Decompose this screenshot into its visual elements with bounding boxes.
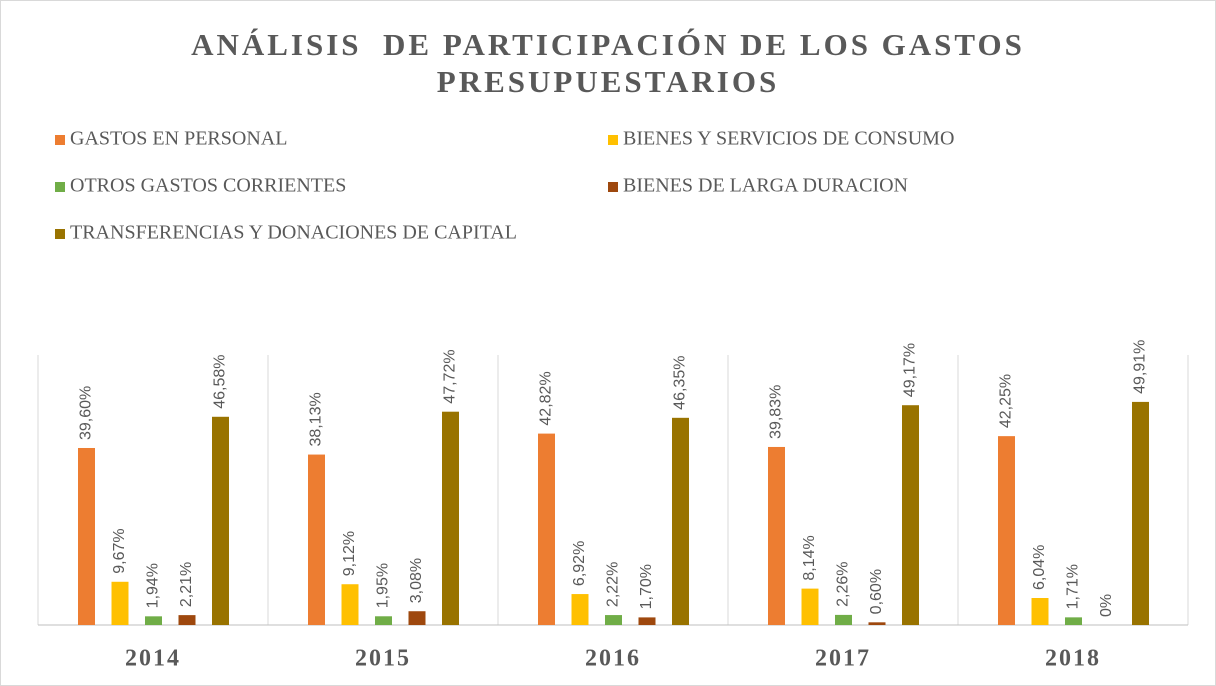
legend-swatch bbox=[55, 182, 65, 192]
bar bbox=[902, 405, 919, 625]
legend-label: BIENES Y SERVICIOS DE CONSUMO bbox=[623, 128, 954, 150]
bar bbox=[341, 584, 359, 625]
x-tick-label: 2014 bbox=[125, 646, 181, 672]
bar bbox=[178, 615, 196, 625]
value-label: 2,22% bbox=[605, 562, 622, 607]
value-label: 39,83% bbox=[768, 385, 785, 439]
bar bbox=[768, 446, 785, 625]
value-label: 47,72% bbox=[442, 349, 459, 403]
value-label: 49,91% bbox=[1132, 340, 1149, 394]
bar bbox=[308, 454, 325, 625]
bar bbox=[408, 611, 426, 625]
value-label: 2,26% bbox=[835, 562, 852, 607]
bar bbox=[998, 436, 1015, 625]
value-label: 1,71% bbox=[1065, 564, 1082, 609]
value-label: 49,17% bbox=[902, 343, 919, 397]
legend-swatch bbox=[608, 135, 618, 145]
chart-title: ANÁLISIS DE PARTICIPACIÓN DE LOS GASTOS … bbox=[191, 27, 1036, 99]
value-label: 8,14% bbox=[801, 535, 818, 580]
bar bbox=[638, 617, 656, 625]
bar bbox=[145, 616, 162, 625]
legend-label: BIENES DE LARGA DURACION bbox=[623, 175, 908, 197]
value-label: 1,95% bbox=[375, 563, 392, 608]
value-label: 1,94% bbox=[145, 563, 162, 608]
bar bbox=[538, 433, 555, 625]
bar bbox=[212, 416, 229, 625]
value-label: 38,13% bbox=[308, 392, 325, 446]
value-label: 42,82% bbox=[538, 371, 555, 425]
x-tick-label: 2015 bbox=[355, 646, 411, 672]
bar bbox=[1031, 598, 1049, 625]
value-label: 3,08% bbox=[408, 558, 425, 603]
x-tick-label: 2016 bbox=[585, 646, 641, 672]
value-label: 46,35% bbox=[672, 356, 689, 410]
bar bbox=[1065, 617, 1082, 625]
value-label: 1,70% bbox=[638, 564, 655, 609]
value-label: 9,12% bbox=[341, 531, 358, 576]
value-label: 9,67% bbox=[111, 528, 128, 573]
legend-label: OTROS GASTOS CORRIENTES bbox=[70, 175, 346, 197]
legend-swatch bbox=[608, 182, 618, 192]
value-label: 39,60% bbox=[78, 386, 95, 440]
value-label: 42,25% bbox=[998, 374, 1015, 428]
legend-label: GASTOS EN PERSONAL bbox=[70, 128, 287, 150]
value-label: 46,58% bbox=[212, 355, 229, 409]
value-label: 2,21% bbox=[178, 562, 195, 607]
bar bbox=[375, 616, 392, 625]
bar bbox=[801, 588, 819, 625]
bar bbox=[442, 411, 459, 625]
bar bbox=[868, 622, 886, 625]
bar bbox=[571, 594, 589, 625]
bar bbox=[1132, 401, 1149, 625]
value-label: 0% bbox=[1098, 594, 1115, 617]
value-label: 6,04% bbox=[1031, 545, 1048, 590]
bar bbox=[78, 447, 95, 625]
legend-label: TRANSFERENCIAS Y DONACIONES DE CAPITAL bbox=[70, 222, 517, 244]
bar bbox=[111, 581, 129, 625]
x-tick-label: 2017 bbox=[815, 646, 871, 672]
value-label: 6,92% bbox=[571, 541, 588, 586]
bar bbox=[835, 614, 852, 625]
bar bbox=[605, 615, 622, 625]
value-label: 0,60% bbox=[868, 569, 885, 614]
legend-swatch bbox=[55, 229, 65, 239]
x-tick-label: 2018 bbox=[1045, 646, 1101, 672]
bar bbox=[672, 417, 689, 625]
legend-swatch bbox=[55, 135, 65, 145]
